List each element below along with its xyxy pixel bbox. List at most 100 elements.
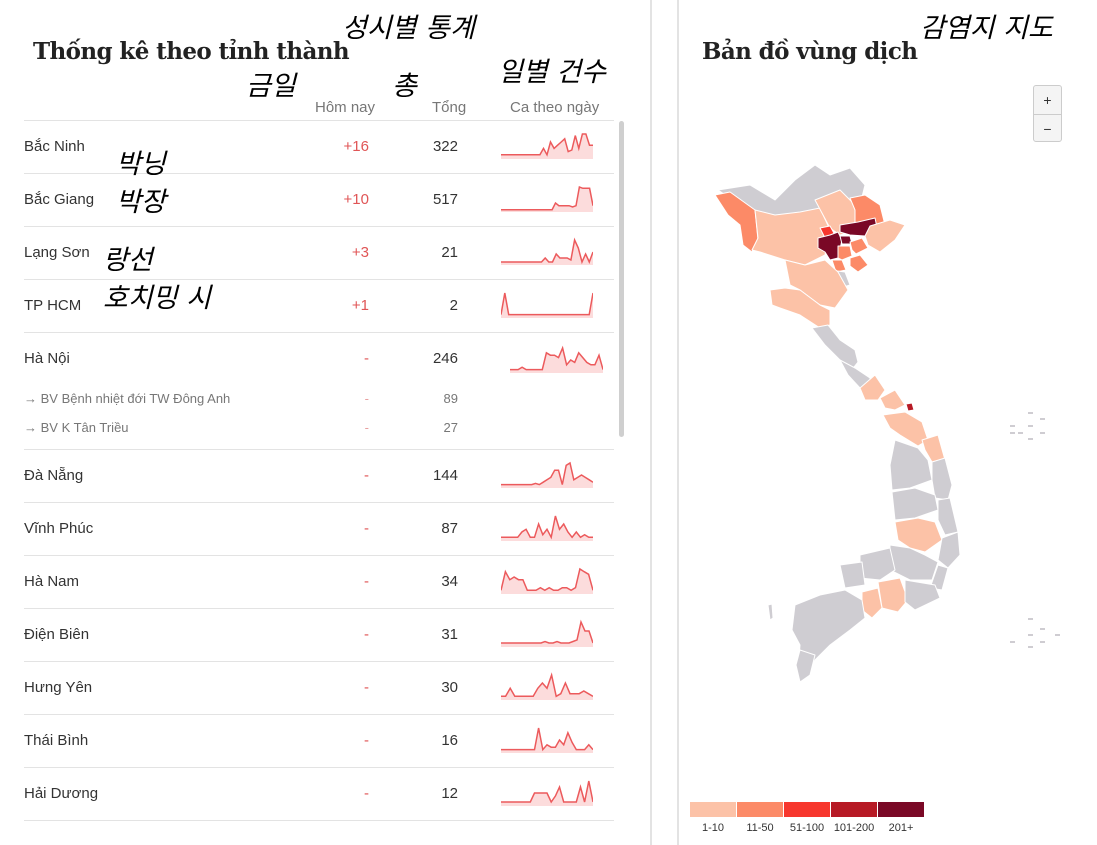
- map-region-tp-hcm: [861, 587, 883, 619]
- legend-label: 11-50: [746, 822, 774, 834]
- map-region-quang-tri: [859, 374, 886, 401]
- map-region-ha-tinh: [811, 324, 859, 373]
- table-row[interactable]: Thái Bình - 16: [24, 714, 614, 767]
- daily-cases-sparkline: [501, 292, 593, 318]
- map-region-lam-dong: [889, 544, 939, 581]
- total-count: 21: [441, 244, 458, 261]
- map-region-binh-dinh: [931, 457, 953, 501]
- today-annotation: 금일: [246, 71, 296, 102]
- legend-item: 11-50: [737, 802, 783, 834]
- map-region-thai-binh: [849, 254, 869, 273]
- zoom-out-button[interactable]: −: [1034, 114, 1061, 142]
- legend-item: 51-100: [784, 802, 830, 834]
- row-annotation-lang-son: 랑선: [103, 245, 153, 276]
- row-annotation-bac-giang: 박장: [116, 187, 166, 218]
- total-count: 246: [432, 350, 458, 367]
- today-count: -: [364, 350, 369, 367]
- sub-facility-today: -: [364, 391, 369, 406]
- table-end-divider: [24, 820, 614, 821]
- legend-item: 1-10: [690, 802, 736, 834]
- legend-swatch: [831, 802, 877, 817]
- daily-cases-sparkline: [510, 345, 603, 373]
- map-region-da-nang: [905, 402, 915, 412]
- total-annotation: 총: [392, 71, 417, 102]
- total-count: 517: [432, 191, 458, 208]
- table-row[interactable]: TP HCM +1 2: [24, 279, 614, 332]
- map-region-kon-tum: [889, 439, 933, 491]
- row-annotation-tp-hcm: 호치밍 시: [103, 283, 211, 314]
- map-region-gia-lai: [891, 487, 939, 521]
- province-name: Bắc Ninh: [24, 138, 85, 155]
- daily-cases-sparkline: [501, 727, 593, 753]
- map-region-thua-thien-hue: [879, 389, 906, 411]
- sub-facility-name: → BV K Tân Triều: [24, 420, 129, 435]
- map-region-tay-ninh: [839, 561, 866, 589]
- daily-cases-sparkline: [501, 780, 593, 806]
- legend-label: 1-10: [701, 822, 725, 834]
- table-scrollbar[interactable]: [619, 121, 624, 437]
- province-stats-panel: [0, 0, 652, 845]
- today-count: +10: [343, 191, 369, 208]
- map-region-ha-nam: [831, 259, 847, 273]
- total-count: 12: [441, 785, 458, 802]
- province-stats-title: Thống kê theo tỉnh thành: [33, 38, 350, 65]
- table-row[interactable]: Lạng Sơn +3 21: [24, 226, 614, 279]
- province-name: Lạng Sơn: [24, 244, 90, 261]
- column-header-today[interactable]: Hôm nay: [315, 99, 376, 116]
- province-table: Bắc Ninh +16 322 Bắc Giang +10 517 Lạng …: [24, 120, 614, 821]
- table-row[interactable]: Vĩnh Phúc - 87: [24, 502, 614, 555]
- daily-cases-sparkline: [501, 237, 593, 265]
- map-region-ninh-thuan: [929, 564, 949, 591]
- table-row[interactable]: Bắc Ninh +16 322: [24, 120, 614, 173]
- zoom-in-button[interactable]: +: [1043, 92, 1052, 108]
- total-count: 34: [441, 573, 458, 590]
- today-count: +3: [351, 244, 369, 261]
- total-count: 31: [441, 626, 458, 643]
- province-name: TP HCM: [24, 297, 82, 314]
- row-annotation-bac-ninh: 박닝: [116, 149, 166, 180]
- map-region-dak-lak: [894, 517, 943, 553]
- province-name: Thái Bình: [24, 732, 89, 749]
- table-row[interactable]: Hà Nam - 34: [24, 555, 614, 608]
- today-count: +16: [343, 138, 369, 155]
- map-region-phu-yen: [937, 497, 959, 536]
- sub-facility-total: 89: [443, 391, 458, 406]
- map-region-dong-nai: [877, 577, 909, 613]
- map-region-khanh-hoa: [937, 531, 961, 569]
- table-row[interactable]: Hải Dương - 12: [24, 767, 614, 820]
- province-name: Đà Nẵng: [24, 467, 84, 484]
- vietnam-choropleth-map[interactable]: [700, 160, 1060, 700]
- daily-cases-sparkline: [501, 619, 593, 647]
- map-region-dien-bien: [714, 191, 759, 253]
- daily-cases-sparkline: [501, 185, 593, 212]
- map-legend: 1-10 11-50 51-100 101-200 201+: [690, 802, 925, 834]
- legend-label: 201+: [888, 822, 914, 834]
- table-row[interactable]: Hà Nội - 246 → BV Bệnh nhiệt đới TW Đông…: [24, 332, 614, 449]
- total-count: 16: [441, 732, 458, 749]
- province-name: Điện Biên: [24, 626, 90, 643]
- sub-facility-today: -: [364, 420, 369, 435]
- table-row[interactable]: Điện Biên - 31: [24, 608, 614, 661]
- daily-cases-sparkline: [501, 567, 593, 594]
- daily-annotation: 일별 건수: [498, 57, 606, 88]
- sub-facility-name: → BV Bệnh nhiệt đới TW Đông Anh: [24, 391, 231, 406]
- map-region-binh-thuan: [904, 579, 941, 611]
- legend-label: 101-200: [833, 822, 875, 834]
- daily-cases-sparkline: [501, 133, 593, 159]
- table-row[interactable]: Bắc Giang +10 517: [24, 173, 614, 226]
- column-header-total[interactable]: Tổng: [432, 99, 467, 116]
- total-count: 87: [441, 520, 458, 537]
- map-title-annotation: 감염지 지도: [920, 13, 1053, 44]
- today-count: +1: [351, 297, 369, 314]
- table-row[interactable]: Hưng Yên - 30: [24, 661, 614, 714]
- table-row[interactable]: Đà Nẵng - 144: [24, 449, 614, 502]
- map-region-nghe-an: [769, 287, 831, 329]
- province-name: Vĩnh Phúc: [24, 520, 94, 537]
- map-region-quang-ninh: [864, 219, 906, 253]
- map-region-ca-mau: [795, 649, 816, 683]
- today-count: -: [364, 467, 369, 484]
- legend-item: 201+: [878, 802, 924, 834]
- total-count: 30: [441, 679, 458, 696]
- legend-swatch: [690, 802, 736, 817]
- today-count: -: [364, 520, 369, 537]
